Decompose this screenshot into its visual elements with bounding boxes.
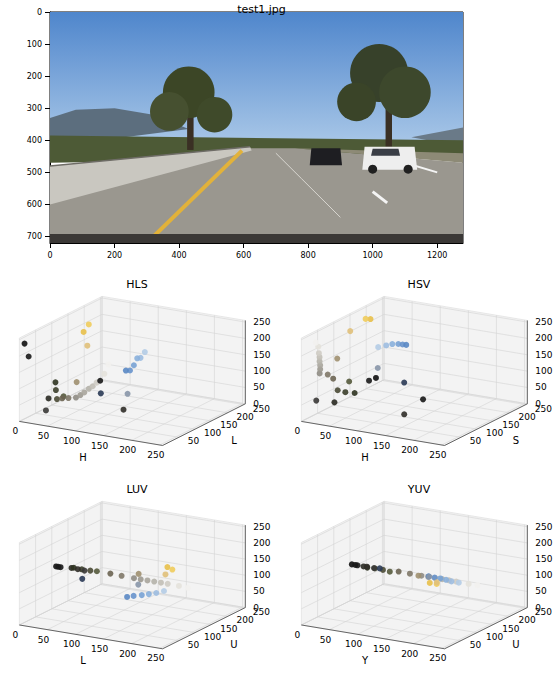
svg-text:50: 50 <box>470 640 482 650</box>
svg-text:100: 100 <box>253 570 270 580</box>
svg-text:100: 100 <box>535 570 552 580</box>
svg-text:50: 50 <box>535 382 547 392</box>
svg-text:200: 200 <box>401 649 418 659</box>
svg-text:700: 700 <box>27 232 42 241</box>
svg-text:0: 0 <box>12 426 18 436</box>
svg-text:1000: 1000 <box>362 251 382 260</box>
svg-text:600: 600 <box>27 200 42 209</box>
svg-text:250: 250 <box>253 317 270 327</box>
svg-text:50: 50 <box>535 586 547 596</box>
svg-text:200: 200 <box>518 615 535 625</box>
svg-text:200: 200 <box>27 72 42 81</box>
svg-text:0: 0 <box>253 603 259 613</box>
svg-text:0: 0 <box>535 603 541 613</box>
svg-text:150: 150 <box>373 441 390 451</box>
svg-text:250: 250 <box>534 607 552 618</box>
svg-text:250: 250 <box>147 653 164 663</box>
svg-text:100: 100 <box>204 632 221 642</box>
svg-text:U: U <box>230 639 237 650</box>
svg-text:150: 150 <box>220 420 237 430</box>
svg-text:0: 0 <box>47 251 52 260</box>
svg-text:200: 200 <box>401 445 418 455</box>
svg-text:250: 250 <box>147 450 164 460</box>
svg-text:100: 100 <box>27 40 42 49</box>
svg-text:150: 150 <box>373 644 390 654</box>
svg-text:100: 100 <box>345 436 362 446</box>
svg-text:50: 50 <box>253 586 265 596</box>
svg-text:200: 200 <box>253 333 270 343</box>
svg-text:250: 250 <box>535 317 552 327</box>
svg-text:200: 200 <box>236 615 253 625</box>
svg-text:150: 150 <box>253 350 270 360</box>
svg-text:0: 0 <box>37 8 42 17</box>
svg-text:100: 100 <box>63 639 80 649</box>
svg-text:500: 500 <box>27 168 42 177</box>
svg-text:100: 100 <box>486 428 503 438</box>
svg-text:50: 50 <box>38 635 50 645</box>
svg-text:150: 150 <box>535 350 552 360</box>
svg-text:300: 300 <box>27 104 42 113</box>
svg-text:100: 100 <box>63 436 80 446</box>
svg-text:250: 250 <box>252 403 270 414</box>
svg-text:Y: Y <box>361 655 369 666</box>
svg-text:250: 250 <box>534 403 552 414</box>
svg-text:600: 600 <box>236 251 251 260</box>
svg-text:100: 100 <box>204 428 221 438</box>
svg-text:50: 50 <box>320 635 332 645</box>
svg-text:YUV: YUV <box>407 483 431 496</box>
svg-text:0: 0 <box>12 630 18 640</box>
svg-text:100: 100 <box>486 632 503 642</box>
svg-text:100: 100 <box>345 639 362 649</box>
svg-text:100: 100 <box>253 366 270 376</box>
svg-text:200: 200 <box>107 251 122 260</box>
svg-text:250: 250 <box>535 522 552 532</box>
svg-text:HLS: HLS <box>126 278 147 291</box>
svg-text:250: 250 <box>429 653 446 663</box>
svg-text:50: 50 <box>320 431 332 441</box>
svg-text:test1.jpg: test1.jpg <box>237 3 286 16</box>
svg-text:400: 400 <box>27 136 42 145</box>
svg-text:200: 200 <box>119 649 136 659</box>
svg-text:250: 250 <box>429 450 446 460</box>
svg-text:100: 100 <box>535 366 552 376</box>
svg-text:50: 50 <box>470 436 482 446</box>
svg-text:150: 150 <box>502 624 519 634</box>
svg-text:150: 150 <box>502 420 519 430</box>
svg-text:800: 800 <box>300 251 315 260</box>
svg-text:U: U <box>512 639 519 650</box>
svg-text:H: H <box>361 452 369 463</box>
svg-text:200: 200 <box>119 445 136 455</box>
svg-text:150: 150 <box>253 554 270 564</box>
svg-text:200: 200 <box>518 412 535 422</box>
svg-text:400: 400 <box>171 251 186 260</box>
svg-text:200: 200 <box>535 333 552 343</box>
svg-text:150: 150 <box>220 624 237 634</box>
svg-text:0: 0 <box>294 630 300 640</box>
svg-text:HSV: HSV <box>408 278 431 291</box>
svg-text:50: 50 <box>188 436 200 446</box>
svg-text:200: 200 <box>253 538 270 548</box>
svg-text:1200: 1200 <box>427 251 447 260</box>
svg-text:250: 250 <box>253 522 270 532</box>
svg-text:LUV: LUV <box>126 483 148 496</box>
svg-text:200: 200 <box>535 538 552 548</box>
svg-text:L: L <box>231 435 237 446</box>
svg-text:0: 0 <box>535 399 541 409</box>
svg-text:L: L <box>80 655 86 666</box>
svg-text:0: 0 <box>253 399 259 409</box>
svg-text:50: 50 <box>38 431 50 441</box>
svg-text:0: 0 <box>294 426 300 436</box>
svg-text:50: 50 <box>253 382 265 392</box>
svg-text:50: 50 <box>188 640 200 650</box>
svg-text:150: 150 <box>91 441 108 451</box>
svg-text:150: 150 <box>91 644 108 654</box>
svg-text:250: 250 <box>252 607 270 618</box>
svg-text:150: 150 <box>535 554 552 564</box>
svg-text:200: 200 <box>236 412 253 422</box>
svg-text:S: S <box>513 435 519 446</box>
svg-text:H: H <box>79 452 87 463</box>
